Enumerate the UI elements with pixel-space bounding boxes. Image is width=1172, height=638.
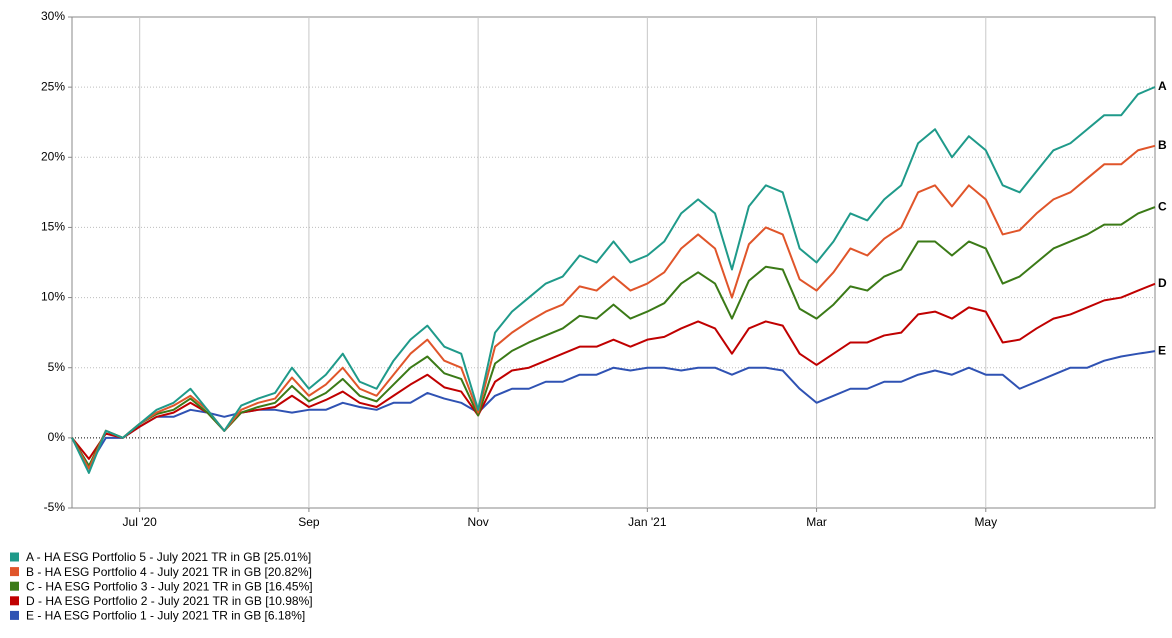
series-line [71, 144, 1156, 470]
x-tick-label: Jan '21 [628, 515, 667, 529]
legend-swatch [10, 581, 19, 591]
legend-label: A - HA ESG Portfolio 5 - July 2021 TR in… [26, 550, 311, 564]
y-tick-label: 0% [48, 430, 66, 444]
y-tick-label: -5% [44, 500, 66, 514]
x-tick-label: Mar [806, 515, 827, 529]
series-line [71, 350, 1156, 467]
legend-label: C - HA ESG Portfolio 3 - July 2021 TR in… [26, 579, 313, 593]
y-tick-label: 5% [48, 360, 66, 374]
legend-label: B - HA ESG Portfolio 4 - July 2021 TR in… [26, 565, 312, 579]
x-tick-label: Jul '20 [123, 515, 158, 529]
end-label: E [1158, 343, 1166, 357]
series-line [71, 282, 1156, 460]
y-tick-label: 15% [41, 220, 65, 234]
series-line [71, 206, 1156, 467]
end-label: D [1158, 276, 1167, 290]
legend-label: E - HA ESG Portfolio 1 - July 2021 TR in… [26, 609, 305, 623]
end-label: C [1158, 199, 1167, 213]
plot-frame [71, 16, 1156, 509]
y-tick-label: 25% [41, 79, 65, 93]
y-tick-label: 10% [41, 290, 65, 304]
legend-swatch [10, 596, 19, 606]
end-label: B [1158, 138, 1167, 152]
legend-label: D - HA ESG Portfolio 2 - July 2021 TR in… [26, 594, 313, 608]
x-tick-label: May [974, 515, 997, 529]
x-tick-label: Nov [467, 515, 488, 529]
end-label: A [1158, 79, 1167, 93]
x-tick-label: Sep [298, 515, 320, 529]
y-tick-label: 20% [41, 149, 65, 163]
y-tick-label: 30% [41, 9, 65, 23]
legend-swatch [10, 552, 19, 562]
series-line [71, 86, 1156, 474]
legend-swatch [10, 610, 19, 620]
legend-swatch [10, 567, 19, 577]
